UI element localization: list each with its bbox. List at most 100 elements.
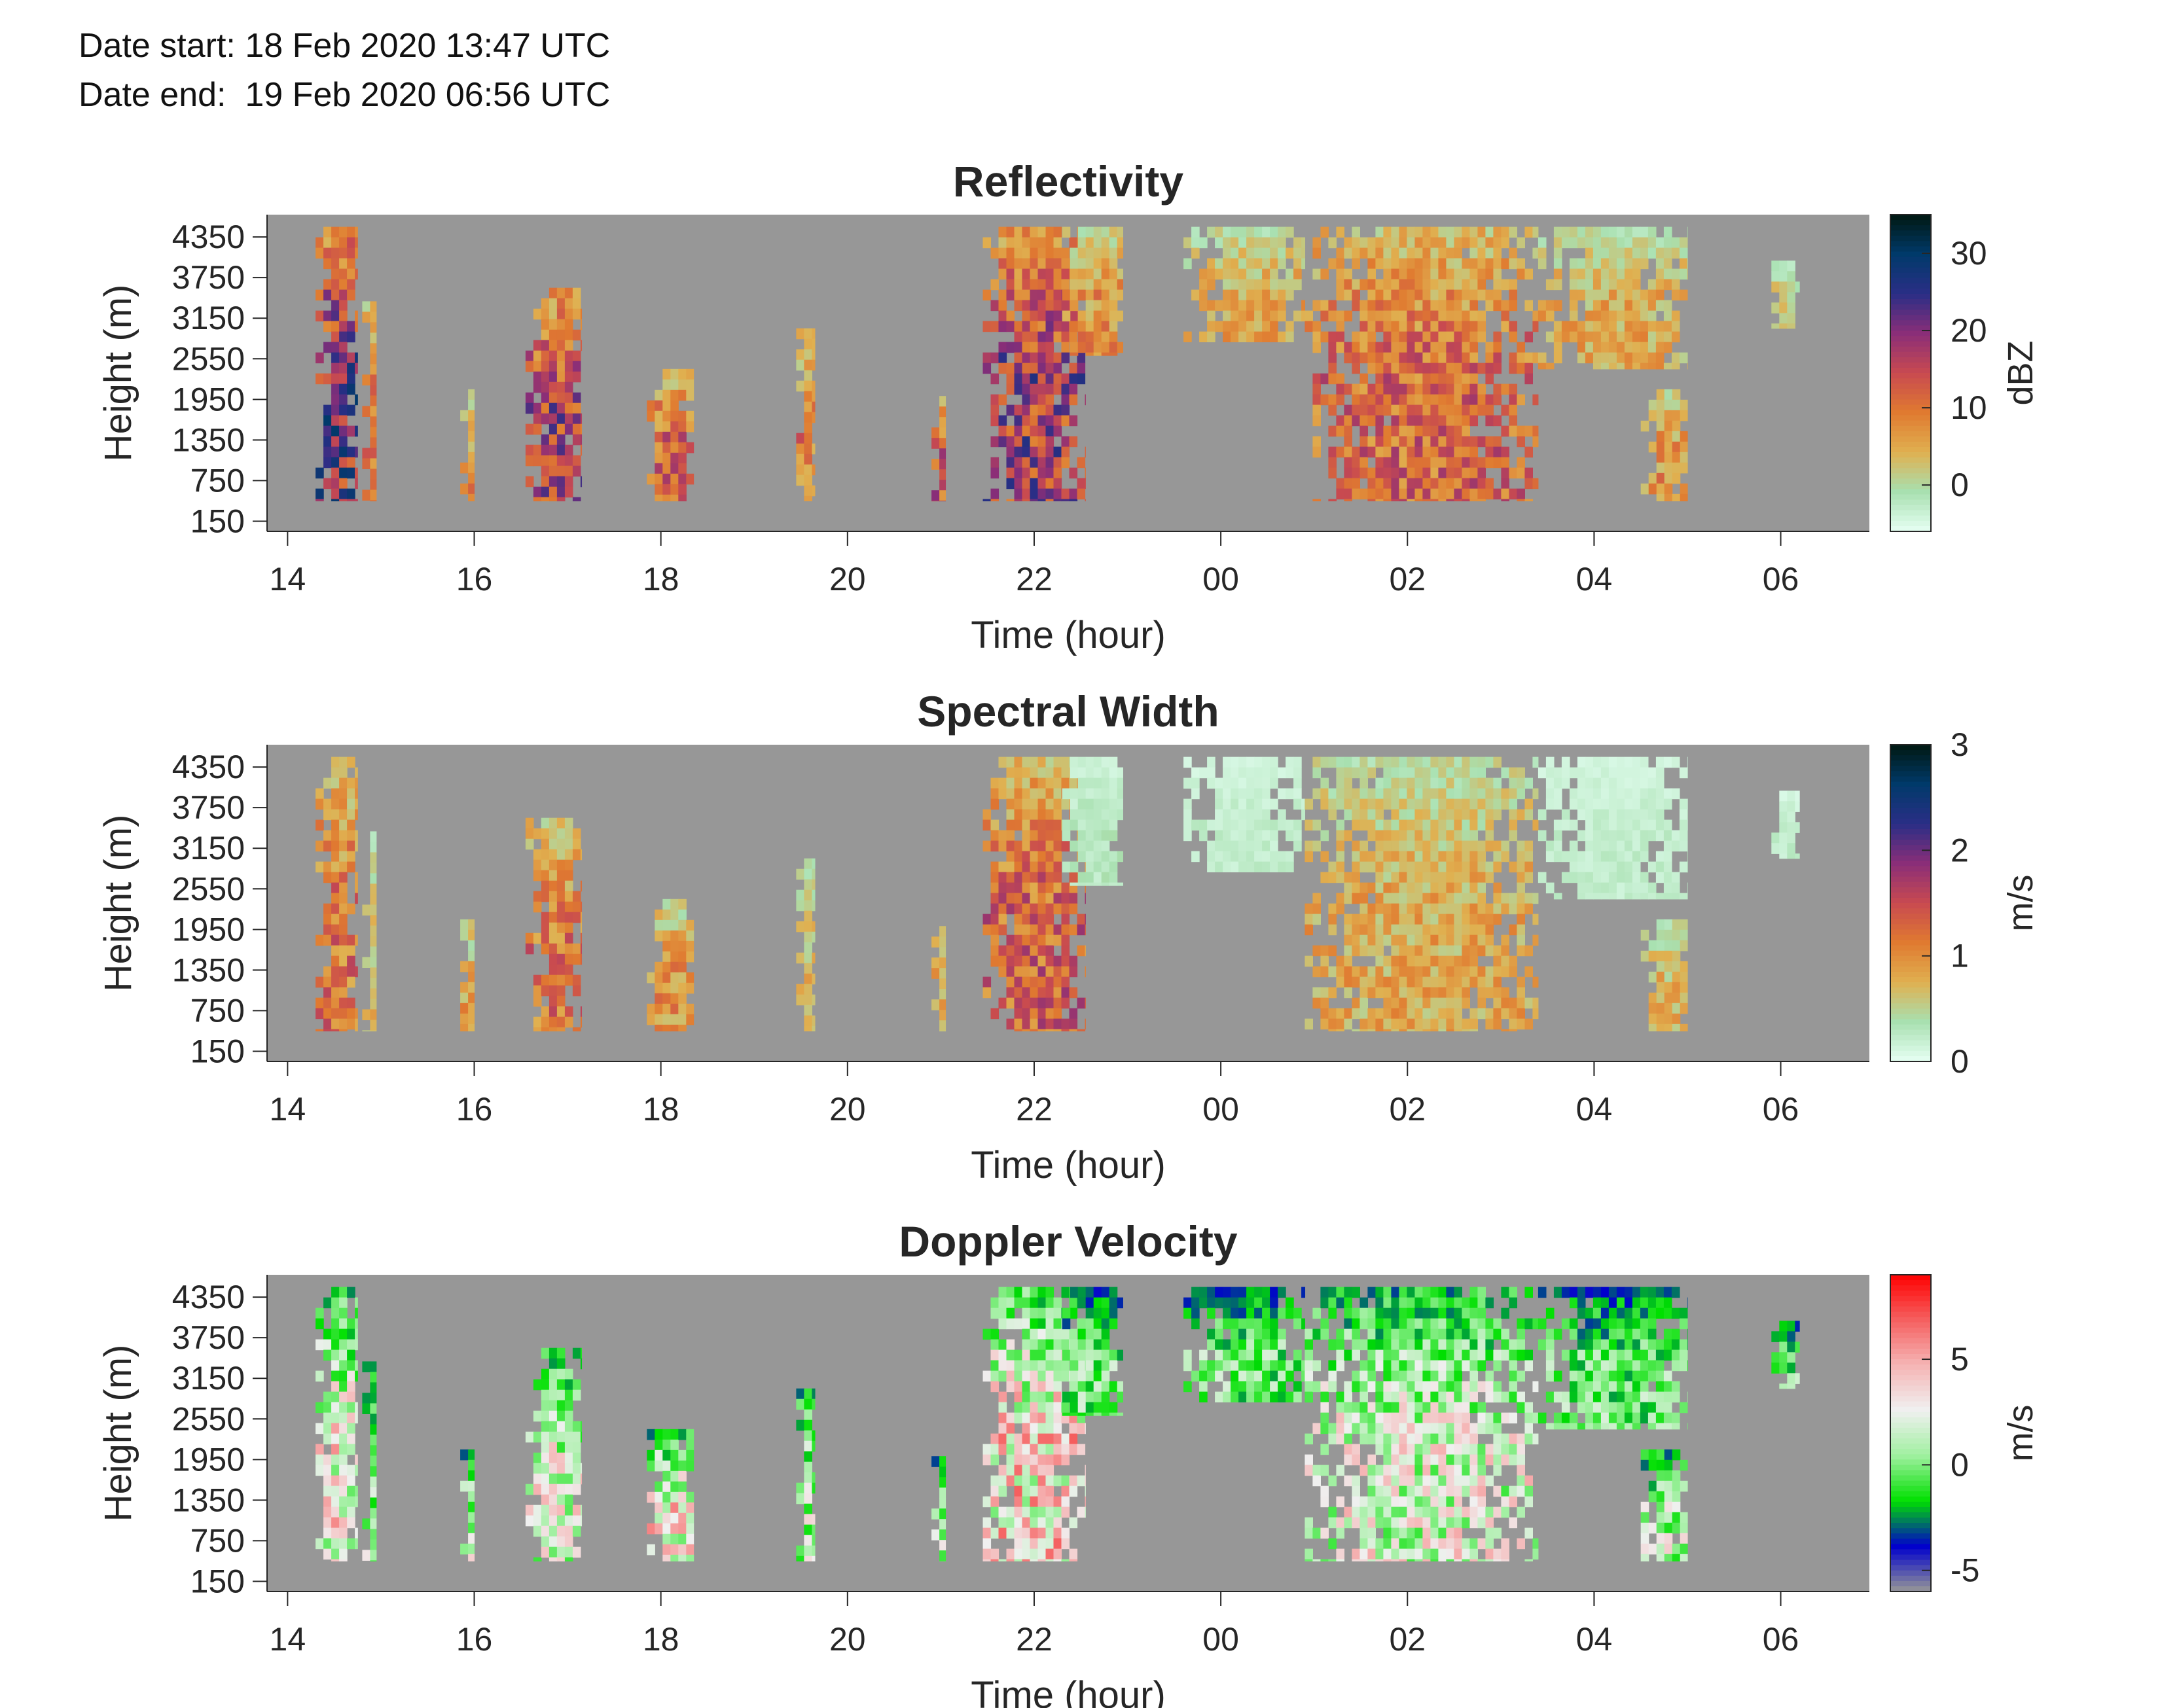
heatmap-cell — [1070, 1349, 1079, 1361]
heatmap-cell — [1312, 966, 1321, 978]
heatmap-cell — [1246, 861, 1255, 873]
heatmap-cell — [1117, 342, 1123, 353]
heatmap-cell — [1278, 1339, 1286, 1351]
heatmap-cell — [1462, 488, 1470, 500]
colorbar-step — [1890, 929, 1931, 936]
heatmap-cell — [1045, 279, 1054, 291]
heatmap-cell — [1616, 819, 1625, 831]
heatmap-cell — [1585, 777, 1594, 789]
heatmap-cell — [1014, 987, 1023, 999]
heatmap-cell — [1085, 394, 1086, 406]
heatmap-cell — [1383, 997, 1392, 1009]
heatmap-cell — [1053, 840, 1062, 852]
heatmap-cell — [1616, 777, 1625, 789]
heatmap-cell — [1030, 851, 1039, 863]
heatmap-cell — [1679, 258, 1688, 270]
heatmap-cell — [1422, 987, 1431, 999]
heatmap-cell — [355, 934, 358, 946]
heatmap-cell — [1359, 467, 1368, 479]
heatmap-cell — [1517, 457, 1525, 469]
heatmap-cell — [1270, 1297, 1278, 1309]
heatmap-cell — [339, 1339, 348, 1351]
heatmap-cell — [1462, 945, 1470, 957]
heatmap-cell — [1246, 1297, 1255, 1309]
heatmap-cell — [1454, 488, 1462, 500]
heatmap-cell — [662, 1523, 671, 1535]
heatmap-cell — [1680, 961, 1688, 972]
heatmap-cell — [804, 1451, 812, 1463]
heatmap-cell — [939, 490, 946, 501]
heatmap-cell — [370, 1009, 377, 1020]
heatmap-cell — [1383, 893, 1392, 904]
echo-region — [362, 831, 377, 1032]
heatmap-cell — [998, 1506, 1007, 1518]
heatmap-cell — [1391, 851, 1399, 863]
heatmap-cell — [1469, 914, 1478, 925]
heatmap-cell — [315, 840, 324, 852]
heatmap-cell — [1624, 342, 1633, 353]
heatmap-cell — [1524, 331, 1533, 343]
heatmap-cell — [1454, 247, 1462, 259]
heatmap-cell — [982, 1496, 992, 1508]
heatmap-cell — [580, 953, 583, 965]
heatmap-cell — [1077, 268, 1087, 280]
heatmap-cell — [1407, 1486, 1415, 1497]
heatmap-cell — [549, 1473, 558, 1485]
heatmap-cell — [1037, 499, 1047, 502]
heatmap-cell — [1069, 1517, 1078, 1529]
heatmap-cell — [670, 1450, 679, 1461]
heatmap-cell — [370, 831, 377, 842]
heatmap-cell — [1367, 488, 1376, 500]
heatmap-cell — [1053, 1381, 1062, 1393]
heatmap-cell — [572, 849, 581, 861]
heatmap-cell — [804, 879, 812, 891]
heatmap-cell — [998, 903, 1007, 915]
heatmap-cell — [1430, 830, 1439, 842]
heatmap-cell — [460, 483, 469, 495]
heatmap-cell — [1344, 289, 1352, 301]
heatmap-cell — [1407, 1496, 1415, 1508]
heatmap-cell — [1679, 819, 1688, 831]
heatmap-cell — [339, 1318, 348, 1330]
heatmap-cell — [1328, 1339, 1337, 1351]
heatmap-cell — [1407, 342, 1415, 353]
heatmap-cell — [1367, 321, 1376, 332]
heatmap-cell — [1446, 488, 1454, 500]
heatmap-cell — [998, 777, 1007, 789]
heatmap-cell — [1231, 321, 1239, 332]
heatmap-cell — [1077, 809, 1087, 821]
heatmap-cell — [339, 425, 348, 437]
heatmap-cell — [1270, 321, 1278, 332]
heatmap-cell — [556, 298, 566, 310]
heatmap-cell — [1077, 237, 1087, 249]
heatmap-cell — [541, 382, 550, 393]
heatmap-cell — [370, 479, 377, 490]
heatmap-cell — [1647, 352, 1657, 364]
heatmap-cell — [1037, 777, 1047, 789]
heatmap-cell — [686, 410, 694, 422]
heatmap-cell — [1293, 798, 1302, 810]
heatmap-cell — [1014, 436, 1023, 448]
heatmap-cell — [1375, 457, 1384, 469]
heatmap-cell — [1787, 271, 1795, 282]
heatmap-cell — [662, 1512, 671, 1524]
heatmap-cell — [998, 1287, 1007, 1298]
colorbar-step — [1890, 236, 1931, 242]
heatmap-cell — [370, 1518, 377, 1529]
colorbar-step — [1890, 750, 1931, 756]
heatmap-cell — [1593, 809, 1602, 821]
heatmap-cell — [1383, 861, 1392, 873]
heatmap-cell — [1663, 851, 1672, 863]
heatmap-cell — [1367, 1559, 1376, 1562]
heatmap-cell — [1030, 1433, 1039, 1445]
heatmap-cell — [998, 300, 1007, 311]
heatmap-cell — [1569, 289, 1578, 301]
heatmap-cell — [670, 1491, 679, 1503]
heatmap-cell — [1359, 1339, 1368, 1351]
heatmap-cell — [1030, 1391, 1039, 1403]
heatmap-cell — [998, 1517, 1007, 1529]
heatmap-cell — [315, 861, 324, 873]
heatmap-cell — [1070, 342, 1079, 353]
heatmap-cell — [1045, 955, 1054, 967]
heatmap-cell — [1238, 1370, 1247, 1382]
